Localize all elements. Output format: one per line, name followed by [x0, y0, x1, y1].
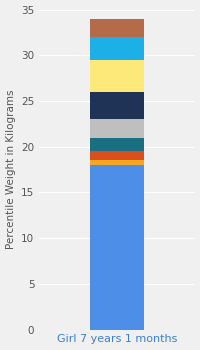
- Bar: [90, 37, 144, 60]
- Bar: [90, 165, 144, 330]
- Bar: [90, 160, 144, 165]
- Bar: [90, 92, 144, 119]
- Y-axis label: Percentile Weight in Kilograms: Percentile Weight in Kilograms: [6, 90, 16, 249]
- Bar: [90, 119, 144, 138]
- Bar: [90, 60, 144, 92]
- Bar: [90, 151, 144, 160]
- Bar: [90, 19, 144, 37]
- Bar: [90, 138, 144, 151]
